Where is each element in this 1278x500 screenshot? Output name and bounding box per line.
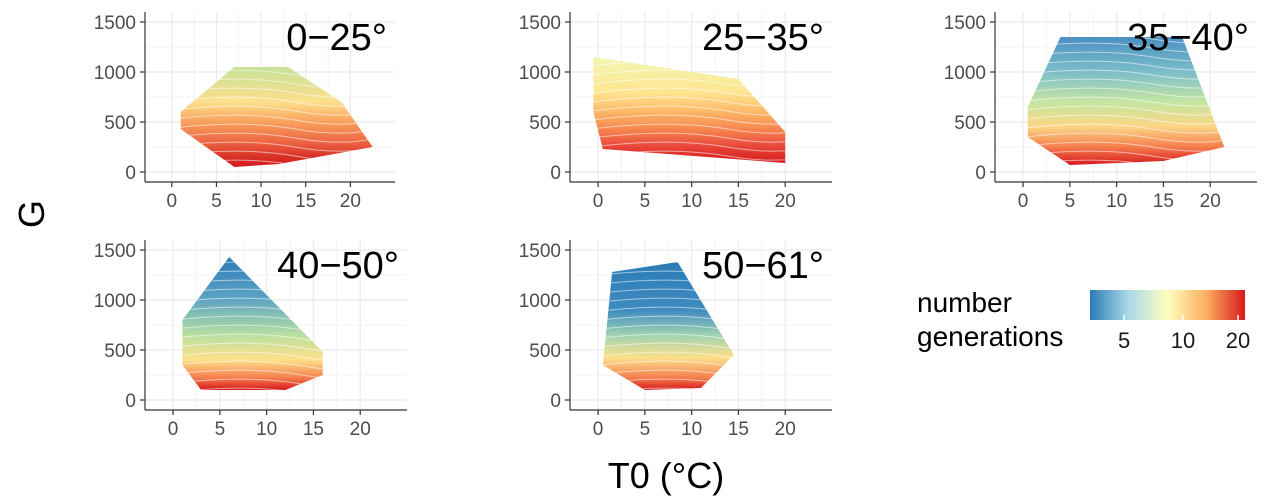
- x-tick-label: 15: [295, 191, 316, 212]
- y-tick-label: 1500: [94, 13, 136, 34]
- heat-region: [182, 257, 323, 390]
- panel-label: 25−35°: [702, 17, 824, 59]
- y-tick-label: 1000: [519, 291, 561, 312]
- x-tick-label: 10: [256, 419, 277, 440]
- contour-line: [1027, 85, 1225, 98]
- contour-line: [1027, 130, 1225, 143]
- heat-region: [593, 57, 786, 163]
- legend-colorbar: [1090, 290, 1245, 320]
- x-tick-label: 15: [728, 191, 749, 212]
- contour-line: [593, 112, 786, 125]
- panel-1: 0 5 10 15 20 0 500 1000 1500 0−25°: [94, 12, 395, 212]
- y-tick-label: 1500: [94, 241, 136, 262]
- y-tick-label: 500: [104, 341, 136, 362]
- y-tick-label: 0: [975, 163, 986, 184]
- x-tick-label: 5: [211, 191, 222, 212]
- y-tick-label: 1000: [519, 63, 561, 84]
- legend-tick-label: 20: [1226, 328, 1250, 353]
- y-tick-label: 1000: [94, 63, 136, 84]
- x-tick-label: 20: [775, 419, 796, 440]
- x-tick-label: 15: [303, 419, 324, 440]
- y-tick-label: 0: [125, 391, 136, 412]
- x-tick-label: 10: [1106, 191, 1127, 212]
- x-tick-label: 5: [640, 419, 651, 440]
- contour-line: [1027, 121, 1225, 134]
- x-tick-label: 20: [350, 419, 371, 440]
- contour-line: [1027, 37, 1225, 44]
- y-tick-label: 0: [550, 163, 561, 184]
- panel-label: 35−40°: [1127, 17, 1249, 59]
- x-tick-label: 10: [681, 191, 702, 212]
- y-tick-label: 500: [529, 341, 561, 362]
- panel-4: 0 5 10 15 20 0 500 1000 1500 40−50°: [94, 240, 407, 440]
- y-tick-label: 1500: [944, 13, 986, 34]
- panel-label: 40−50°: [277, 245, 399, 287]
- contour-line: [593, 103, 786, 116]
- y-tick-label: 500: [104, 113, 136, 134]
- y-tick-label: 0: [550, 391, 561, 412]
- x-tick-label: 5: [640, 191, 651, 212]
- contour-line: [1027, 103, 1225, 116]
- contour-line: [593, 76, 786, 89]
- x-tick-label: 20: [340, 191, 361, 212]
- panel-3: 0 5 10 15 20 0 500 1000 1500 35−40°: [944, 12, 1257, 212]
- y-tick-label: 1000: [94, 291, 136, 312]
- contour-line: [1027, 94, 1225, 107]
- x-axis-title: T0 (°C): [608, 455, 724, 496]
- panel-2: 0 5 10 15 20 0 500 1000 1500 25−35°: [519, 12, 832, 212]
- x-tick-label: 10: [681, 419, 702, 440]
- x-tick-label: 0: [593, 419, 604, 440]
- x-tick-label: 0: [168, 419, 179, 440]
- y-tick-label: 1500: [519, 241, 561, 262]
- x-tick-label: 0: [1018, 191, 1029, 212]
- legend-title-line-2: generations: [917, 321, 1063, 352]
- contour-line: [182, 367, 323, 380]
- x-tick-label: 15: [1153, 191, 1174, 212]
- contour-line: [1027, 112, 1225, 125]
- contour-line: [182, 349, 323, 362]
- color-legend: number generations 5 10 20: [917, 287, 1250, 353]
- legend-title-line-1: number: [917, 287, 1012, 318]
- y-tick-label: 1000: [944, 63, 986, 84]
- contour-line: [1027, 76, 1225, 89]
- heat-region: [602, 262, 734, 390]
- legend-tick-label: 5: [1118, 328, 1130, 353]
- panel-label: 0−25°: [286, 17, 387, 59]
- x-tick-label: 15: [728, 419, 749, 440]
- x-tick-label: 10: [251, 191, 272, 212]
- contour-line: [182, 340, 323, 353]
- contour-line: [593, 139, 786, 152]
- y-tick-label: 500: [529, 113, 561, 134]
- contour-line: [182, 331, 323, 344]
- panel-label: 50−61°: [702, 245, 824, 287]
- contour-line: [602, 349, 734, 362]
- x-tick-label: 5: [215, 419, 226, 440]
- legend-tick-label: 10: [1171, 328, 1195, 353]
- x-tick-label: 0: [166, 191, 177, 212]
- legend-ticks: 5 10 20: [1118, 315, 1250, 353]
- x-tick-label: 0: [593, 191, 604, 212]
- y-tick-label: 500: [954, 113, 986, 134]
- contour-line: [593, 94, 786, 107]
- contour-line: [180, 130, 373, 143]
- contour-line: [602, 340, 734, 353]
- contour-line: [182, 358, 323, 371]
- x-tick-label: 20: [1200, 191, 1221, 212]
- x-tick-label: 20: [775, 191, 796, 212]
- panel-5: 0 5 10 15 20 0 500 1000 1500 50−61°: [519, 240, 832, 440]
- contour-line: [593, 85, 786, 98]
- y-tick-label: 1500: [519, 13, 561, 34]
- contour-line: [593, 130, 786, 143]
- x-tick-label: 5: [1065, 191, 1076, 212]
- contour-line: [1027, 139, 1225, 152]
- y-tick-label: 0: [125, 163, 136, 184]
- contour-line: [1027, 67, 1225, 80]
- contour-line: [593, 121, 786, 134]
- y-axis-title: G: [11, 200, 52, 228]
